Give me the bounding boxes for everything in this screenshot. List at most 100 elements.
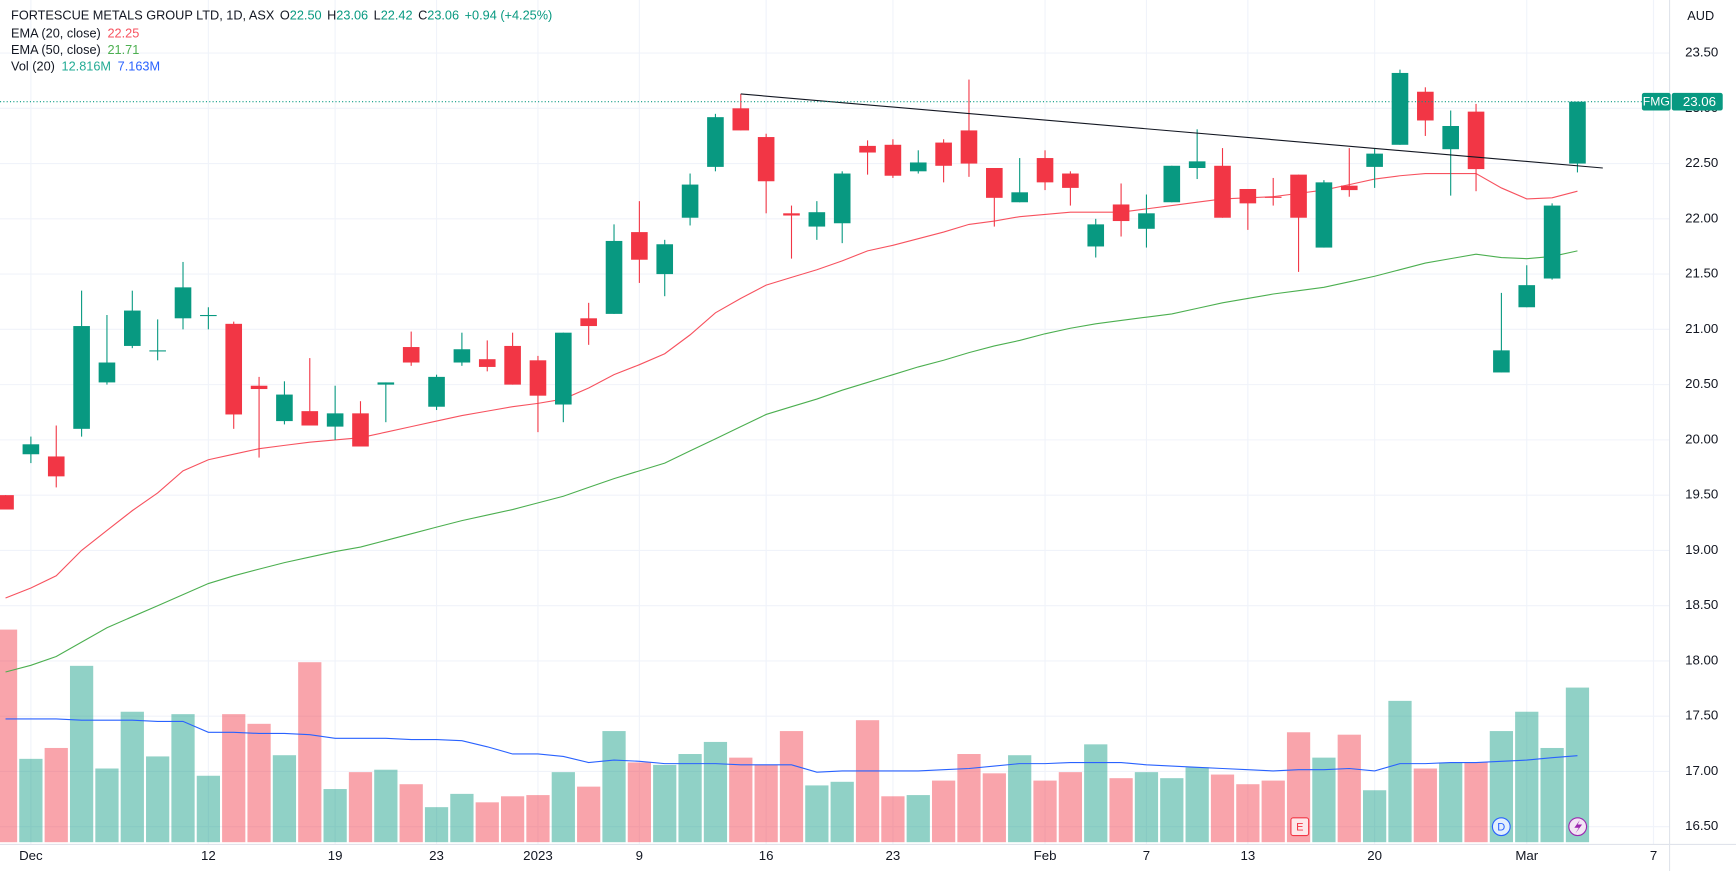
volume-bar — [957, 754, 981, 843]
x-tick-label: 12 — [201, 848, 216, 863]
candle-body — [352, 413, 369, 447]
axes: 16.50 17.00 17.50 18.00 18.50 19.00 19.50 20.00… — [19, 45, 1718, 864]
volume-ma-line — [5, 718, 1578, 773]
volume-bar — [69, 665, 94, 843]
volume-bar — [95, 768, 119, 843]
x-tick-label: 7 — [1143, 848, 1150, 863]
candle-body — [22, 444, 40, 455]
candle-body — [757, 137, 775, 182]
earnings-marker[interactable] — [1290, 817, 1310, 837]
volume-bar — [0, 629, 18, 843]
candle-body — [935, 142, 952, 166]
ohlc-label: O — [280, 8, 290, 23]
volume-bar — [551, 772, 575, 843]
volume-bar — [424, 807, 449, 843]
legend-value: 22.25 — [107, 26, 139, 41]
ohlc-value: 22.42 — [381, 8, 413, 23]
symbol-tag — [1641, 92, 1671, 111]
volume-bar — [1185, 767, 1209, 843]
trendline — [740, 93, 1603, 169]
ohlc-label: L — [374, 8, 381, 23]
y-tick-label: 20.00 — [1685, 431, 1718, 446]
candle-body — [1011, 192, 1028, 203]
volume-bar — [982, 773, 1006, 843]
candle-body — [707, 117, 724, 167]
candle-body — [631, 232, 648, 260]
y-tick-label: 19.50 — [1685, 487, 1718, 502]
ohlc-value: 22.50 — [290, 8, 322, 23]
y-tick-label: 21.00 — [1685, 321, 1718, 336]
volume-bar — [1388, 700, 1412, 843]
y-tick-label: 20.50 — [1685, 376, 1718, 391]
candle-body — [1569, 101, 1586, 164]
volume-bar — [1489, 731, 1514, 843]
candle-body — [783, 213, 800, 216]
legend-entry: EMA (50, close) 21.71 — [11, 42, 139, 57]
y-tick-label: 19.00 — [1685, 542, 1718, 557]
volume-bar — [247, 723, 271, 843]
volume-bar — [19, 758, 43, 843]
x-tick-label: Mar — [1515, 848, 1538, 863]
volume-bar — [1363, 790, 1387, 843]
candle-body — [1062, 173, 1079, 188]
x-tick-label: Dec — [19, 848, 43, 863]
candle-body — [681, 184, 699, 218]
volume-bar — [475, 802, 499, 843]
volume-bar — [1058, 772, 1083, 843]
candle-body — [326, 413, 344, 427]
symbol-tag-label: FMG — [1643, 94, 1670, 108]
volume-bar — [602, 731, 626, 843]
x-tick-label: Feb — [1034, 848, 1057, 863]
volume-bar — [779, 731, 804, 843]
ohlc-value: 23.06 — [336, 8, 368, 23]
legend-entry: EMA (20, close) 22.25 — [11, 26, 139, 41]
x-tick-label: 20 — [1367, 848, 1382, 863]
event-markers: E D — [1290, 817, 1588, 837]
candle-body — [124, 310, 141, 346]
volume-bar — [855, 720, 880, 843]
candle-body — [1366, 153, 1383, 167]
candle-body — [884, 144, 902, 176]
volume-bar — [1464, 762, 1488, 843]
legend-value: 7.163M — [118, 59, 160, 74]
volume-bar — [1515, 711, 1539, 843]
volume-bar — [171, 714, 195, 843]
volume-bar — [1261, 780, 1285, 843]
dividend-label: D — [1497, 822, 1505, 834]
candle-body — [986, 167, 1003, 198]
volume-bar — [1134, 772, 1159, 843]
candle-body — [276, 394, 293, 422]
candle-body — [1442, 125, 1459, 150]
candle-body — [859, 145, 876, 153]
y-tick-label: 21.50 — [1685, 266, 1718, 281]
y-tick-label: 23.50 — [1685, 45, 1718, 60]
volume-bar — [196, 775, 220, 843]
candle-body — [1163, 165, 1181, 203]
x-tick-label: 2023 — [523, 848, 553, 863]
y-tick-label: 18.50 — [1685, 597, 1718, 612]
legend-name: Vol (20) — [11, 59, 55, 74]
volume-bar — [450, 793, 474, 843]
volume-bar — [754, 764, 778, 843]
volume-bar — [1286, 732, 1311, 843]
legend-name: EMA (20, close) — [11, 26, 101, 41]
candle-body — [1340, 185, 1358, 191]
volume-bar — [678, 754, 702, 843]
volume-bar — [323, 789, 347, 843]
x-tick-label: 7 — [1650, 848, 1657, 863]
candle-body — [0, 495, 14, 510]
lightning-icon — [1574, 820, 1583, 834]
candle-body — [478, 359, 496, 367]
volume-bar — [703, 741, 728, 843]
volume-bar — [1033, 780, 1057, 843]
x-tick-label: 19 — [328, 848, 343, 863]
change-label: +0.94 (+4.25%) — [465, 8, 553, 23]
candle-body — [200, 314, 217, 317]
candle-body — [1391, 72, 1409, 145]
candle-body — [250, 385, 268, 390]
candle-body — [1138, 213, 1155, 229]
dividend-marker[interactable] — [1491, 817, 1511, 837]
candle-body — [909, 162, 927, 172]
candle-body — [174, 287, 192, 319]
ema-line — [5, 250, 1578, 673]
